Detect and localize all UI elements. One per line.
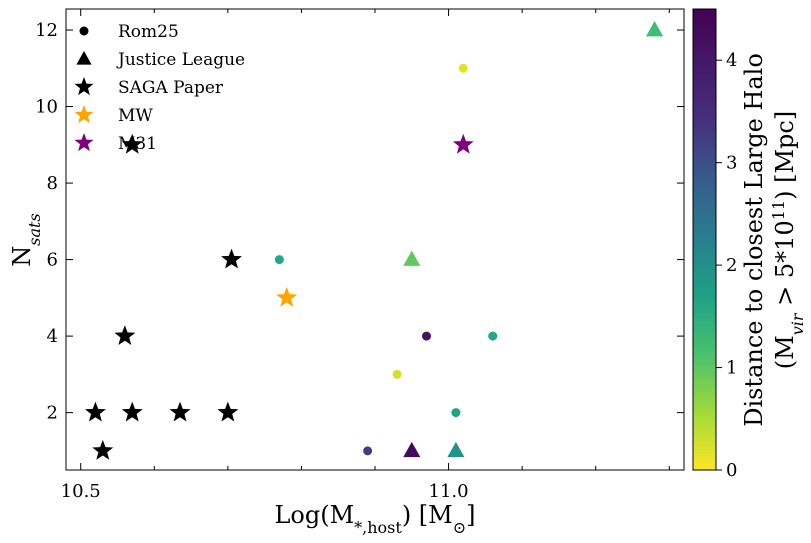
colorbar-tick-label: 1 [726, 358, 737, 379]
y-tick-label: 12 [35, 20, 58, 41]
plot-layer [84, 21, 664, 460]
colorbar-label-line1: Distance to closest Large Halo [740, 53, 768, 427]
legend-label: M31 [118, 134, 157, 154]
y-tick-label: 8 [47, 173, 58, 194]
series-mw [276, 286, 298, 307]
data-point [121, 133, 143, 154]
legend-marker [79, 26, 89, 36]
legend: Rom25 Justice League SAGA Paper MW M31 [74, 22, 245, 154]
data-point [274, 255, 284, 265]
data-point [488, 331, 498, 341]
data-point [403, 250, 421, 266]
colorbar-tick-label: 0 [726, 460, 737, 481]
legend-marker [74, 77, 94, 96]
data-point [403, 441, 421, 458]
legend-label: MW [118, 106, 153, 126]
data-point [447, 441, 465, 458]
series-rom25 [274, 63, 498, 456]
colorbar-tick-label: 4 [726, 50, 737, 71]
data-point [169, 401, 191, 422]
data-point [646, 21, 664, 37]
y-tick-label: 10 [35, 97, 58, 118]
x-tick-label: 11.0 [429, 481, 469, 502]
y-tick-label: 4 [47, 326, 58, 347]
data-point [452, 133, 474, 154]
data-point [276, 286, 298, 307]
colorbar-label-line2: (Mvir > 5*1011) [Mpc] [769, 111, 807, 369]
series-justice-league [403, 21, 664, 458]
colorbar-tick-label: 3 [726, 153, 737, 174]
data-point [392, 369, 402, 379]
legend-marker [74, 133, 94, 152]
data-point [217, 401, 239, 422]
data-point [363, 446, 373, 456]
legend-marker [76, 51, 92, 65]
y-tick-label: 2 [47, 403, 58, 424]
y-axis-label: Nsats [8, 213, 44, 266]
data-point [114, 325, 136, 345]
series-m31 [452, 133, 474, 154]
axis-ticks: 10.5 11.0 2 4 6 8 10 12 [35, 9, 684, 502]
colorbar-tick-label: 2 [726, 255, 737, 276]
y-tick-label: 6 [47, 250, 58, 271]
colorbar-ticks: 0 1 2 3 4 [716, 50, 737, 481]
x-axis-label: Log(M*,host) [M⊙] [274, 501, 475, 537]
legend-label: Justice League [116, 50, 245, 70]
legend-marker [74, 105, 94, 124]
legend-label: Rom25 [118, 22, 179, 42]
data-point [84, 401, 106, 422]
data-point [121, 401, 143, 422]
data-point [92, 439, 114, 460]
legend-label: SAGA Paper [118, 78, 224, 98]
data-point [221, 248, 242, 269]
colorbar [692, 8, 717, 471]
data-point [458, 63, 468, 73]
x-tick-label: 10.5 [61, 481, 101, 502]
data-point [451, 408, 461, 418]
data-point [422, 331, 431, 341]
series-saga-paper [84, 133, 242, 460]
